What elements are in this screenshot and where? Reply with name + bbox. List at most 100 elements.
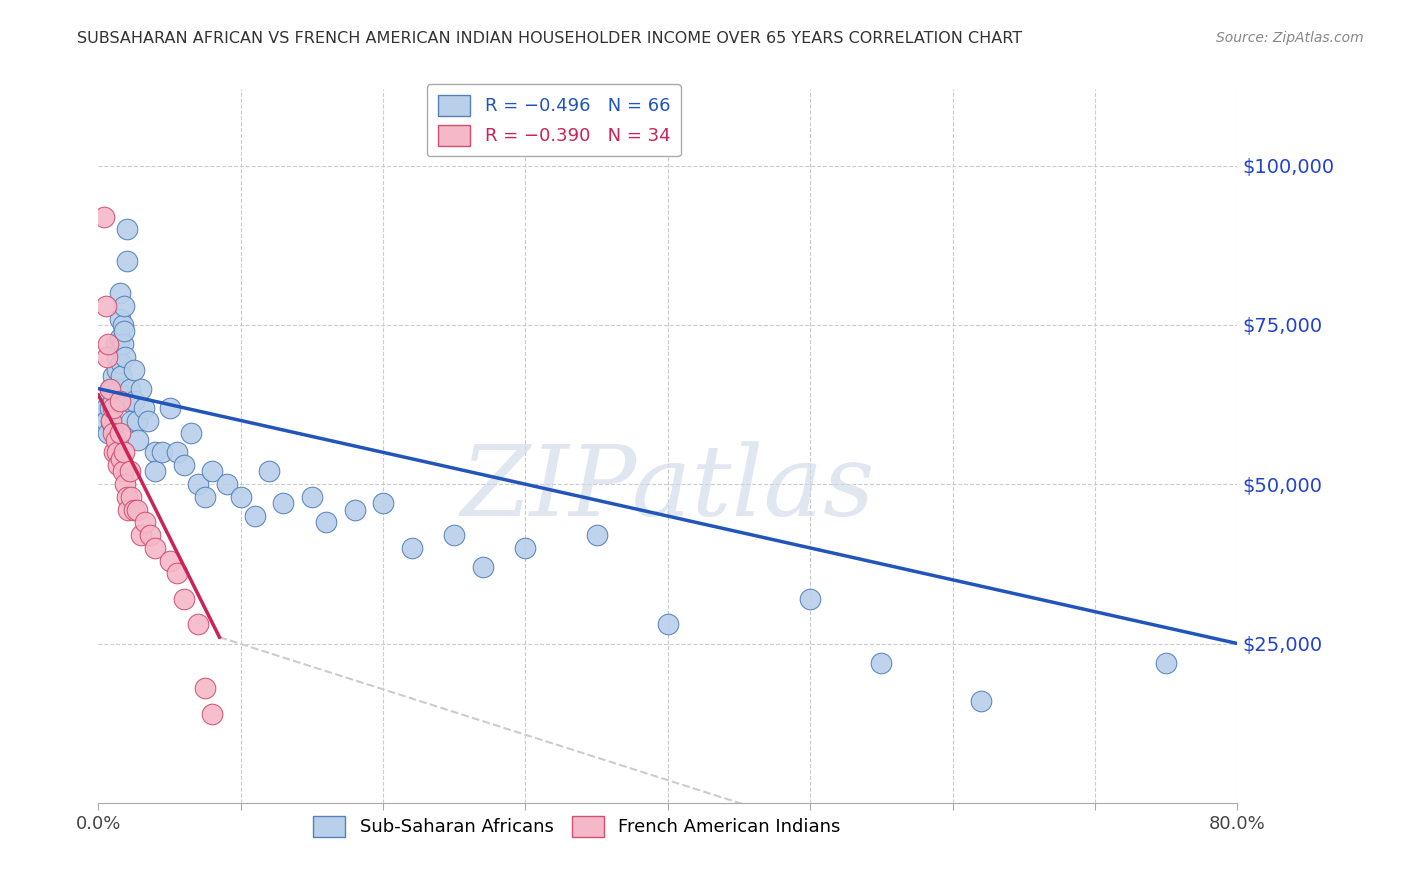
Point [145,445,167,459]
Point [115,254,138,268]
Point [107,382,129,396]
Point [173,591,195,606]
Point [443,528,465,542]
Point [125,502,148,516]
Point [101,368,124,383]
Text: Source: ZipAtlas.com: Source: ZipAtlas.com [1216,31,1364,45]
Text: SUBSAHARAN AFRICAN VS FRENCH AMERICAN INDIAN HOUSEHOLDER INCOME OVER 65 YEARS CO: SUBSAHARAN AFRICAN VS FRENCH AMERICAN IN… [77,31,1022,46]
Point [122,502,145,516]
Point [343,502,366,516]
Point [301,490,323,504]
Point [110,368,132,383]
Point [93,210,115,224]
Point [166,445,188,459]
Point [94,299,117,313]
Point [108,286,131,301]
Point [194,490,217,504]
Point [100,413,122,427]
Point [104,433,127,447]
Point [107,394,129,409]
Point [187,617,209,632]
Point [114,350,136,364]
Point [110,451,132,466]
Point [799,591,821,606]
Point [101,426,124,441]
Point [118,382,141,396]
Point [585,528,607,542]
Point [180,426,202,441]
Point [108,311,131,326]
Point [373,496,395,510]
Point [108,394,131,409]
Point [96,350,118,364]
Point [97,337,120,351]
Point [101,420,124,434]
Legend: Sub-Saharan Africans, French American Indians: Sub-Saharan Africans, French American In… [305,808,848,844]
Point [1154,656,1177,670]
Point [243,509,266,524]
Point [187,477,209,491]
Point [94,401,117,415]
Point [108,426,131,441]
Point [120,413,142,427]
Point [122,362,145,376]
Point [118,465,141,479]
Point [259,465,281,479]
Point [117,502,139,516]
Point [145,465,167,479]
Point [100,413,122,427]
Point [159,554,181,568]
Point [104,337,127,351]
Point [215,477,238,491]
Point [401,541,423,555]
Point [105,350,128,364]
Point [315,516,337,530]
Point [111,318,134,332]
Point [115,222,138,236]
Point [122,394,145,409]
Point [105,362,128,376]
Point [471,560,494,574]
Point [166,566,188,581]
Point [105,445,128,459]
Point [125,413,148,427]
Point [97,426,120,441]
Point [112,299,135,313]
Point [159,401,181,415]
Point [112,445,135,459]
Point [103,445,125,459]
Point [108,331,131,345]
Point [114,477,136,491]
Text: ZIPatlas: ZIPatlas [461,442,875,536]
Point [273,496,295,510]
Point [145,541,167,555]
Point [201,465,224,479]
Point [110,356,132,370]
Point [111,337,134,351]
Point [101,394,124,409]
Point [107,458,129,472]
Point [515,541,537,555]
Point [117,394,139,409]
Point [134,516,156,530]
Point [173,458,195,472]
Point [129,528,152,542]
Point [129,382,152,396]
Point [132,401,155,415]
Point [98,401,121,415]
Point [870,656,893,670]
Point [98,382,121,396]
Point [229,490,252,504]
Point [194,681,217,695]
Point [136,413,159,427]
Point [120,490,142,504]
Point [152,445,174,459]
Point [98,382,121,396]
Point [112,324,135,338]
Point [127,433,149,447]
Point [970,694,993,708]
Point [115,490,138,504]
Point [101,401,124,415]
Point [138,528,160,542]
Point [111,465,134,479]
